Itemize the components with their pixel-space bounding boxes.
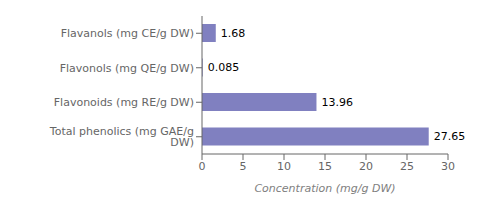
svg-text:10: 10 — [277, 160, 291, 173]
svg-text:13.96: 13.96 — [321, 96, 353, 109]
svg-text:5: 5 — [240, 160, 247, 173]
svg-text:30: 30 — [441, 160, 455, 173]
svg-text:0.085: 0.085 — [208, 61, 240, 74]
svg-text:0: 0 — [199, 160, 206, 173]
svg-text:Total phenolics (mg GAE/gDW): Total phenolics (mg GAE/gDW) — [49, 125, 194, 149]
svg-text:25: 25 — [400, 160, 414, 173]
svg-text:1.68: 1.68 — [221, 27, 246, 40]
svg-text:15: 15 — [318, 160, 332, 173]
svg-text:Concentration (mg/g DW): Concentration (mg/g DW) — [254, 182, 395, 195]
svg-text:27.65: 27.65 — [434, 130, 466, 143]
svg-text:Flavonols (mg QE/g DW): Flavonols (mg QE/g DW) — [60, 62, 194, 75]
svg-text:Flavonoids (mg RE/g DW): Flavonoids (mg RE/g DW) — [54, 96, 194, 109]
svg-text:Flavanols (mg CE/g DW): Flavanols (mg CE/g DW) — [61, 27, 194, 40]
svg-text:20: 20 — [359, 160, 373, 173]
